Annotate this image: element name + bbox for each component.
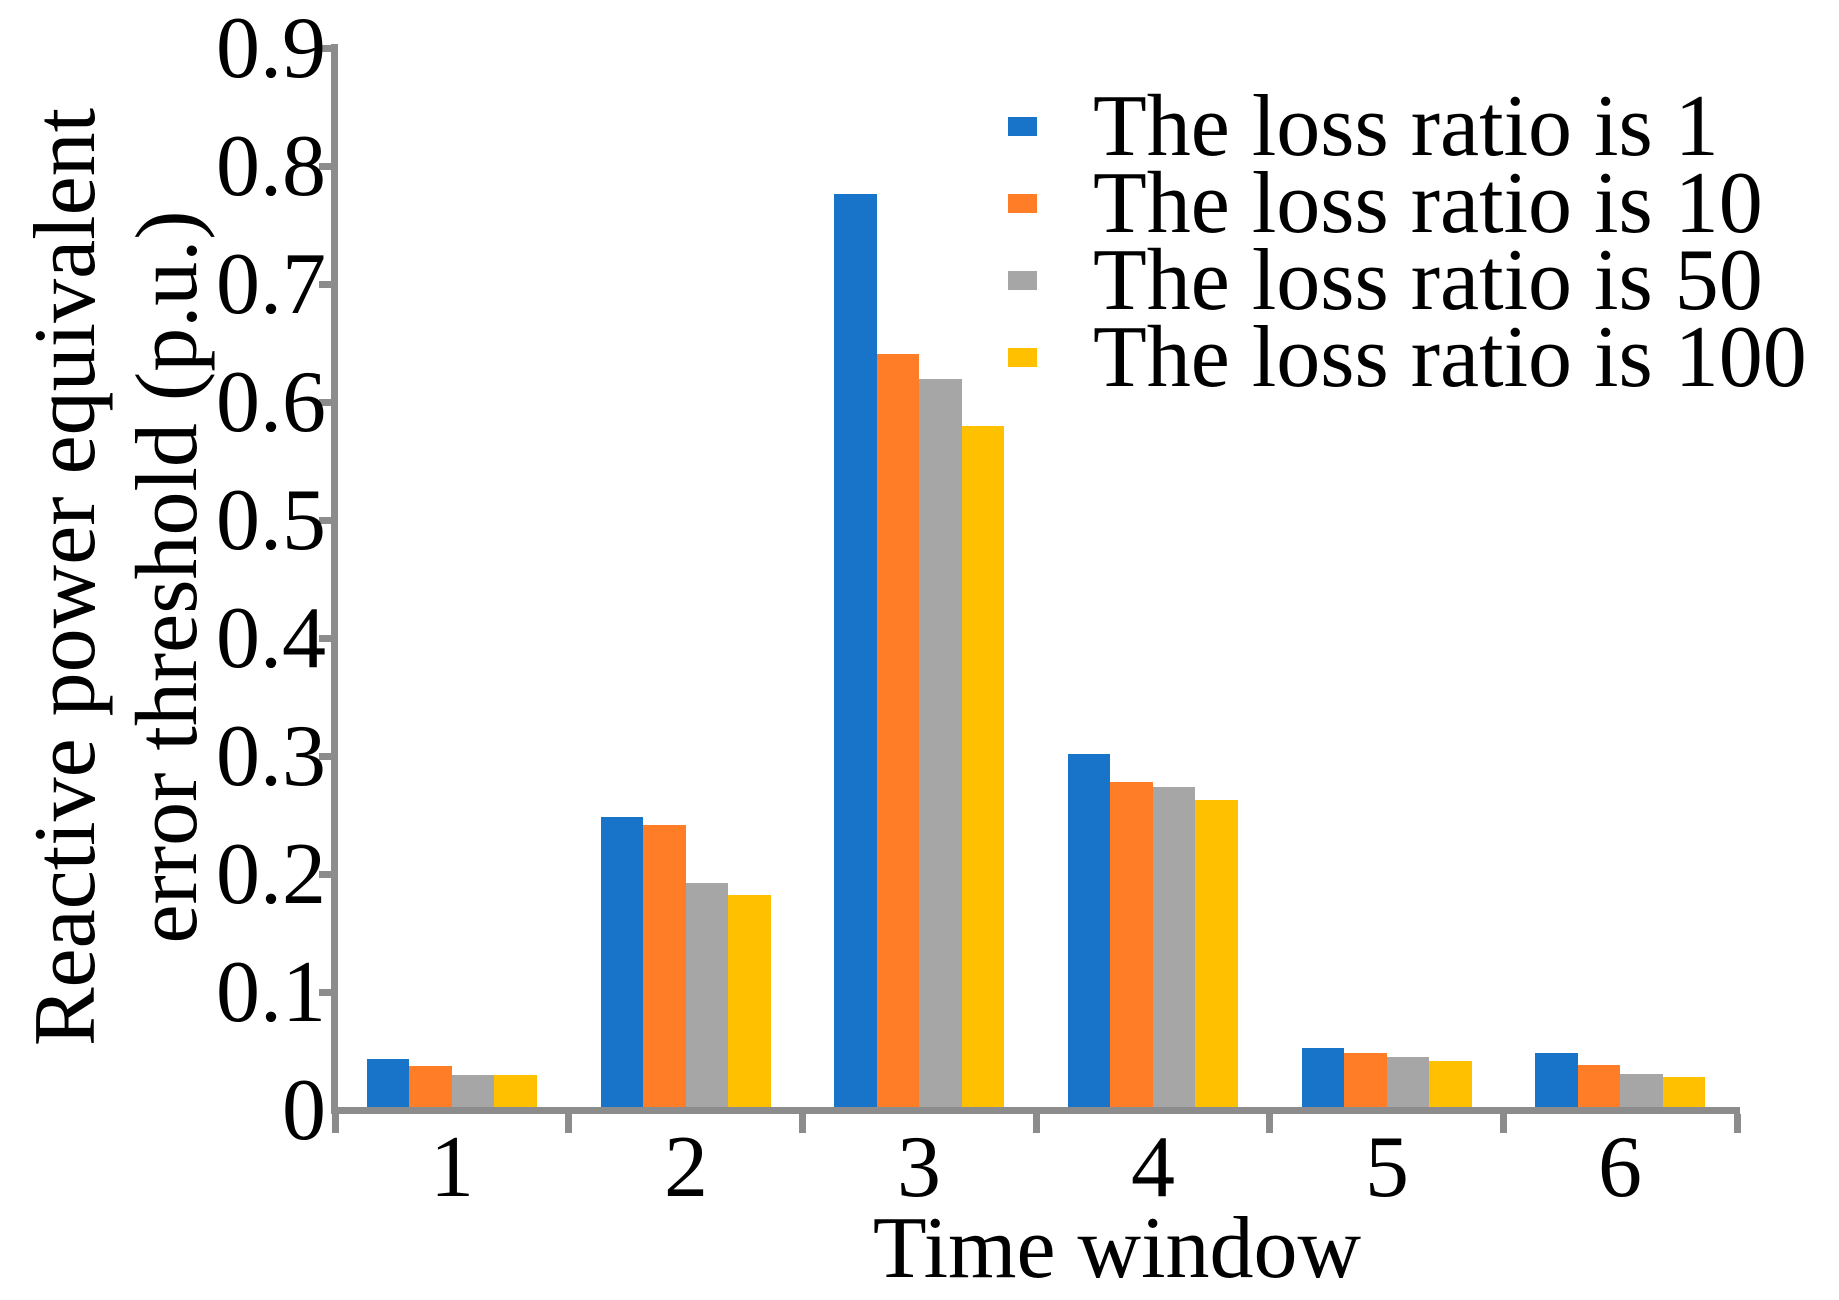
y-axis-line [331, 44, 338, 1114]
x-tick-label-5: 5 [1365, 1119, 1409, 1216]
y-axis-title: Reactive power equivalent error threshol… [15, 27, 219, 1127]
legend-row-2: The loss ratio is 10 [1008, 155, 1807, 252]
legend-swatch-icon [1008, 117, 1037, 136]
x-tick-label-4: 4 [1131, 1119, 1175, 1216]
x-tick-6 [1734, 1114, 1741, 1133]
x-tick-1 [565, 1114, 572, 1133]
bar-series1-cat6 [1535, 1053, 1578, 1107]
bar-series4-cat2 [728, 895, 771, 1107]
bar-series1-cat1 [366, 1059, 410, 1107]
legend-label: The loss ratio is 10 [1093, 155, 1763, 252]
x-tick-2 [799, 1114, 806, 1133]
bar-series2-cat1 [409, 1066, 452, 1107]
y-tick-0.1 [319, 989, 331, 996]
y-tick-label-0.7: 0.7 [216, 236, 326, 333]
legend-row-3: The loss ratio is 50 [1008, 232, 1807, 329]
bar-series1-cat3 [834, 194, 877, 1107]
bar-series3-cat6 [1620, 1074, 1663, 1107]
bar-series1-cat2 [600, 817, 643, 1107]
y-tick-0.2 [319, 871, 331, 878]
x-tick-5 [1500, 1114, 1507, 1133]
x-tick-label-6: 6 [1598, 1119, 1642, 1216]
y-axis-title-line-2: error threshold (p.u.) [119, 210, 216, 944]
x-tick-4 [1266, 1114, 1273, 1133]
bar-series2-cat6 [1577, 1065, 1621, 1107]
legend-label: The loss ratio is 1 [1093, 78, 1719, 175]
x-tick-0 [332, 1114, 339, 1133]
x-tick-label-1: 1 [430, 1119, 474, 1216]
legend-label: The loss ratio is 50 [1093, 232, 1763, 329]
bar-series2-cat2 [643, 825, 686, 1107]
bar-series3-cat3 [919, 379, 962, 1107]
bar-series1-cat5 [1301, 1048, 1344, 1107]
legend-label: The loss ratio is 100 [1093, 309, 1807, 406]
y-tick-0.3 [319, 753, 331, 760]
bar-series4-cat6 [1662, 1077, 1706, 1107]
y-tick-0.5 [319, 517, 331, 524]
legend-swatch-icon [1008, 348, 1037, 367]
y-axis-title-line-1: Reactive power equivalent [17, 107, 114, 1047]
y-tick-label-0.4: 0.4 [216, 590, 326, 687]
y-tick-0.9 [319, 45, 331, 52]
x-tick-label-2: 2 [664, 1119, 708, 1216]
bar-series3-cat1 [451, 1075, 495, 1107]
bar-series4-cat1 [494, 1075, 537, 1107]
bar-series4-cat5 [1429, 1061, 1472, 1107]
y-tick-label-0.6: 0.6 [216, 354, 326, 451]
y-tick-0.4 [319, 635, 331, 642]
bar-series4-cat3 [961, 426, 1005, 1107]
bar-series3-cat2 [685, 883, 728, 1107]
bar-series2-cat4 [1110, 782, 1153, 1107]
y-tick-label-0.9: 0.9 [216, 0, 326, 97]
y-tick-label-0.8: 0.8 [216, 118, 326, 215]
x-tick-3 [1033, 1114, 1040, 1133]
legend-row-1: The loss ratio is 1 [1008, 78, 1807, 175]
legend: The loss ratio is 1 The loss ratio is 10 T… [1008, 78, 1807, 406]
bar-series2-cat5 [1344, 1053, 1387, 1107]
y-tick-0.7 [319, 281, 331, 288]
bar-series3-cat5 [1386, 1057, 1429, 1107]
x-tick-label-3: 3 [897, 1119, 941, 1216]
x-axis-title: Time window [872, 1200, 1362, 1297]
legend-swatch-icon [1008, 194, 1037, 213]
bar-series2-cat3 [876, 354, 920, 1107]
y-tick-label-0: 0 [282, 1062, 326, 1159]
y-tick-0.8 [319, 163, 331, 170]
bar-series3-cat4 [1152, 787, 1196, 1107]
y-tick-0.6 [319, 399, 331, 406]
legend-row-4: The loss ratio is 100 [1008, 309, 1807, 406]
y-tick-label-0.1: 0.1 [216, 944, 326, 1041]
bar-series1-cat4 [1067, 754, 1111, 1107]
x-axis-line [331, 1107, 1740, 1114]
y-tick-label-0.3: 0.3 [216, 708, 326, 805]
y-tick-label-0.5: 0.5 [216, 472, 326, 569]
y-tick-label-0.2: 0.2 [216, 826, 326, 923]
bar-series4-cat4 [1195, 800, 1238, 1107]
legend-swatch-icon [1008, 271, 1037, 290]
